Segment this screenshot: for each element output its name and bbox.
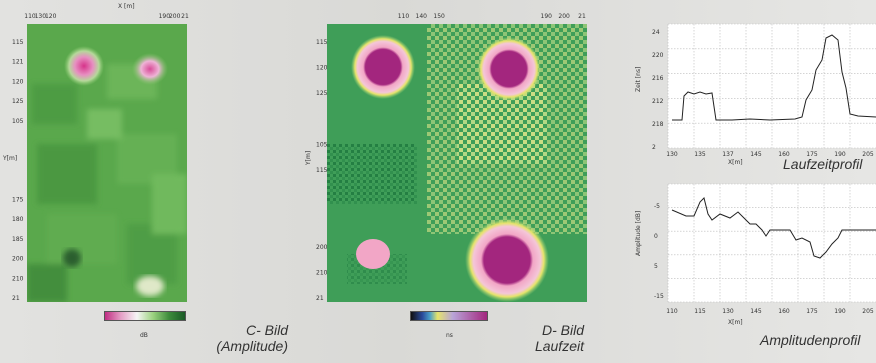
laufzeit-profile-xticks: 130 135 137 145 160 175 190 205 (666, 151, 874, 158)
laufzeit-profile-panel: Zeit [ns] X[m] 130 135 137 145 160 175 190 205 … (620, 0, 876, 180)
laufzeit-profile-ylabel: Zeit [ns] (635, 67, 642, 92)
d-bild-left-tick: 105 (316, 141, 328, 148)
d-bild-caption: D- Bild Laufzeit (500, 322, 584, 354)
laufzeit-profile-xtick: 137 (722, 151, 734, 158)
c-bild-caption: C- Bild (Amplitude) (200, 322, 288, 354)
laufzeit-profile-xtick: 130 (666, 151, 678, 158)
d-bild-left-tick: 125 (316, 90, 328, 97)
laufzeit-profile-xtick: 160 (778, 151, 790, 158)
c-bild-top-tick: 120 (45, 13, 57, 20)
c-bild-top-tick: 21 (181, 13, 189, 20)
d-bild-left-tick: 21 (316, 295, 324, 302)
c-bild-left-unit: Y[m] (2, 155, 17, 162)
amplituden-profile-caption: Amplitudenprofil (760, 332, 861, 348)
amplituden-profile-xtick: 145 (750, 308, 762, 315)
amplituden-profile-ytick: -15 (654, 293, 664, 300)
laufzeit-profile-yticks: 24 220 216 212 218 2 (652, 29, 664, 151)
d-bild-axes: 110 140 150 190 200 21 115 120 125 105 115 200 210 2… (305, 13, 586, 302)
d-bild-left-tick: 115 (316, 167, 328, 174)
d-bild-left-tick: 115 (316, 39, 328, 46)
c-bild-caption-line1: C- Bild (245, 322, 288, 338)
laufzeit-profile-caption: Laufzeitprofil (783, 156, 863, 172)
d-bild-top-tick: 110 (398, 13, 410, 20)
amplituden-profile-panel: Amplitude [dB] X[m] 110 115 130 145 160 175 19… (620, 180, 876, 358)
amplituden-profile-line (671, 197, 876, 259)
laufzeit-profile-ytick: 24 (652, 29, 660, 36)
c-bild-image[interactable] (27, 24, 187, 302)
laufzeit-profile-ytick: 212 (652, 98, 664, 105)
c-bild-left-tick: 175 (12, 197, 24, 204)
c-bild-colorbar (104, 311, 186, 321)
c-bild-left-tick: 180 (12, 216, 24, 223)
c-bild-panel: X [m] 110 130 120 190 200 21 115 121 120 125 105 1… (0, 0, 300, 358)
amplituden-profile-xlabel: X[m] (728, 319, 743, 326)
laufzeit-profile-line (672, 34, 876, 121)
c-bild-left-tick: 115 (12, 39, 24, 46)
d-bild-left-tick: 210 (316, 269, 328, 276)
amplituden-profile-xtick: 130 (722, 308, 734, 315)
c-bild-top-unit: X [m] (118, 3, 135, 10)
d-bild-left-ticks: 115 120 125 105 115 200 210 21 (316, 39, 328, 302)
c-bild-top-tick: 190 (159, 13, 171, 20)
laufzeit-profile-ytick: 218 (652, 121, 664, 128)
c-bild-left-ticks: 115 121 120 125 105 175 180 185 200 210 21 (12, 39, 24, 302)
c-bild-top-tick: 130 (35, 13, 47, 20)
d-bild-top-tick: 140 (416, 13, 428, 20)
d-bild-left-tick: 120 (316, 65, 328, 72)
d-bild-image[interactable] (327, 24, 587, 302)
d-bild-caption-line2: Laufzeit (534, 338, 584, 354)
amplituden-profile-xtick: 115 (694, 308, 706, 315)
amplituden-profile-xtick: 175 (806, 308, 818, 315)
d-bild-caption-line1: D- Bild (541, 322, 584, 338)
c-bild-left-tick: 200 (12, 256, 24, 263)
d-bild-colorbar (410, 311, 488, 321)
d-bild-top-tick: 150 (433, 13, 445, 20)
amplituden-profile-xtick: 160 (778, 308, 790, 315)
c-bild-left-tick: 125 (12, 98, 24, 105)
amplituden-profile-chart[interactable]: Amplitude [dB] X[m] 110 115 130 145 160 175 19… (620, 180, 876, 358)
c-bild-left-tick: 121 (12, 59, 24, 66)
laufzeit-profile-xtick: 175 (806, 151, 818, 158)
laufzeit-profile-ytick: 2 (652, 144, 656, 151)
c-bild-left-tick: 185 (12, 236, 24, 243)
laufzeit-profile-ytick: 216 (652, 75, 664, 82)
d-bild-colorbar-label: ns (446, 332, 453, 339)
laufzeit-profile-xtick: 205 (862, 151, 874, 158)
amplituden-profile-ytick: -5 (654, 203, 660, 210)
amplituden-profile-xtick: 190 (834, 308, 846, 315)
laufzeit-profile-chart[interactable]: Zeit [ns] X[m] 130 135 137 145 160 175 190 205 … (620, 0, 876, 180)
amplituden-profile-xtick: 205 (862, 308, 874, 315)
c-bild-top-tick: 110 (24, 13, 36, 20)
c-bild-left-tick: 105 (12, 118, 24, 125)
d-bild-left-unit: Y[m] (305, 151, 312, 166)
laufzeit-profile-grid (667, 23, 876, 149)
c-bild-left-tick: 21 (12, 295, 20, 302)
c-bild-left-tick: 120 (12, 78, 24, 85)
amplituden-profile-xticks: 110 115 130 145 160 175 190 205 (666, 308, 874, 315)
laufzeit-profile-xtick: 135 (694, 151, 706, 158)
c-bild-top-tick: 200 (169, 13, 181, 20)
amplituden-profile-yticks: -5 0 5 -15 (654, 203, 664, 300)
laufzeit-profile-xtick: 190 (834, 151, 846, 158)
d-bild-top-ticks: 110 140 150 190 200 21 (398, 13, 586, 20)
d-bild-top-tick: 190 (541, 13, 553, 20)
amplituden-profile-xtick: 110 (666, 308, 678, 315)
amplituden-profile-ytick: 0 (654, 233, 658, 240)
d-bild-top-tick: 200 (558, 13, 570, 20)
c-bild-colorbar-label: dB (140, 332, 148, 339)
laufzeit-profile-xlabel: X[m] (728, 159, 743, 166)
d-bild-top-tick: 21 (578, 13, 586, 20)
laufzeit-profile-ytick: 220 (652, 52, 664, 59)
laufzeit-profile-xtick: 145 (750, 151, 762, 158)
amplituden-profile-ytick: 5 (654, 263, 658, 270)
c-bild-caption-line2: (Amplitude) (216, 338, 288, 354)
d-bild-panel: 110 140 150 190 200 21 115 120 125 105 115 200 210 2… (300, 0, 600, 358)
amplituden-profile-ylabel: Amplitude [dB] (635, 211, 642, 256)
c-bild-left-tick: 210 (12, 275, 24, 282)
d-bild-left-tick: 200 (316, 244, 328, 251)
